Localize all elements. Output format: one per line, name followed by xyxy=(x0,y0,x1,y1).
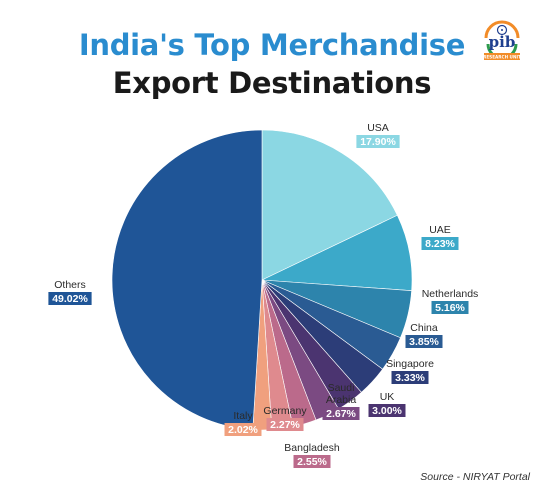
label-value-badge-bangladesh xyxy=(293,455,331,468)
label-value-badge-italy xyxy=(224,423,262,436)
label-name-uae: UAE xyxy=(429,224,451,236)
label-value-badge-uae xyxy=(421,237,459,250)
label-value-bangladesh: 2.55% xyxy=(297,456,327,468)
label-group-uae: UAE 8.23% xyxy=(421,224,459,250)
chart-title-line2: Export Destinations xyxy=(112,66,432,100)
logo-subtext: RESEARCH UNIT xyxy=(483,55,521,60)
pie-slice-usa xyxy=(261,129,398,281)
logo-text: pib xyxy=(489,33,516,51)
pib-logo-icon: pib RESEARCH UNIT xyxy=(483,20,521,60)
label-value-saudi-arabia: 2.67% xyxy=(326,408,356,420)
label-value-badge-china xyxy=(405,335,443,348)
label-value-uk: 3.00% xyxy=(372,405,402,417)
label-value-uae: 8.23% xyxy=(425,238,455,250)
label-group-uk: UK 3.00% xyxy=(368,391,406,417)
label-value-china: 3.85% xyxy=(409,336,439,348)
chart-title-line1: India's Top Merchandise xyxy=(78,28,466,62)
label-value-italy: 2.02% xyxy=(228,424,258,436)
label-value-badge-netherlands xyxy=(431,301,469,314)
label-group-others: Others 49.02% xyxy=(48,279,92,305)
label-value-badge-uk xyxy=(368,404,406,417)
label-group-singapore: Singapore 3.33% xyxy=(386,358,434,384)
label-name-bangladesh: Bangladesh xyxy=(284,442,340,454)
label-value-badge-saudi-arabia xyxy=(322,407,360,420)
label-value-badge-singapore xyxy=(391,371,429,384)
label-name-saudi-arabia: Arabia xyxy=(326,394,357,406)
label-group-italy: Italy 2.02% xyxy=(224,410,262,436)
label-name-others: Others xyxy=(54,279,86,291)
label-name-uk: UK xyxy=(380,391,395,403)
pie-slices xyxy=(111,129,413,431)
label-value-netherlands: 5.16% xyxy=(435,302,465,314)
label-value-germany: 2.27% xyxy=(270,419,300,431)
pie-labels: USA 17.90% UAE 8.23% Netherlands 5.16% China 3.… xyxy=(48,122,478,468)
label-name-singapore: Singapore xyxy=(386,358,434,370)
label-value-singapore: 3.33% xyxy=(395,372,425,384)
label-group-bangladesh: Bangladesh 2.55% xyxy=(284,442,340,468)
label-name-netherlands: Netherlands xyxy=(422,288,479,300)
pie-slice-others xyxy=(111,129,263,431)
label-name-usa: USA xyxy=(367,122,389,134)
label-value-usa: 17.90% xyxy=(360,136,396,148)
label-value-badge-germany xyxy=(266,418,304,431)
label-group-china: China 3.85% xyxy=(405,322,443,348)
label-name-saudi-arabia: Saudi xyxy=(328,382,355,394)
label-group-netherlands: Netherlands 5.16% xyxy=(422,288,479,314)
label-value-others: 49.02% xyxy=(52,293,88,305)
source-note: Source - NIRYAT Portal xyxy=(420,471,530,483)
label-value-badge-others xyxy=(48,292,92,305)
label-name-italy: Italy xyxy=(233,410,253,422)
label-name-china: China xyxy=(410,322,438,334)
label-value-badge-usa xyxy=(356,135,400,148)
label-group-germany: Germany 2.27% xyxy=(263,405,307,431)
label-name-germany: Germany xyxy=(263,405,307,417)
label-group-usa: USA 17.90% xyxy=(356,122,400,148)
